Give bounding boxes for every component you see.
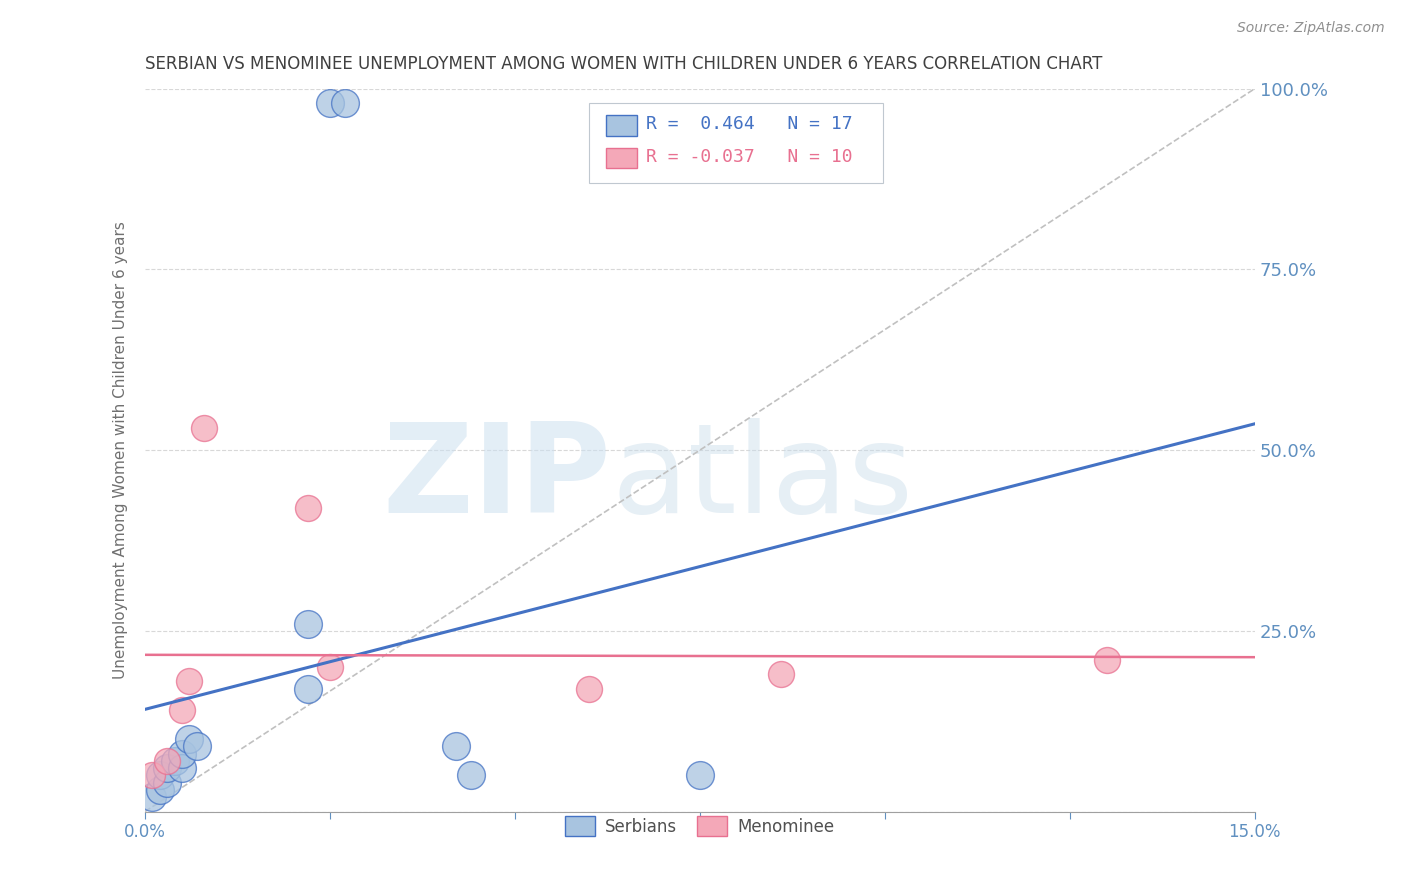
Point bbox=[149, 768, 172, 782]
Text: SERBIAN VS MENOMINEE UNEMPLOYMENT AMONG WOMEN WITH CHILDREN UNDER 6 YEARS CORREL: SERBIAN VS MENOMINEE UNEMPLOYMENT AMONG … bbox=[145, 55, 1102, 73]
FancyBboxPatch shape bbox=[606, 115, 637, 136]
Point bbox=[149, 782, 172, 797]
Point bbox=[689, 768, 711, 782]
Point bbox=[172, 703, 194, 717]
Point bbox=[770, 667, 793, 681]
Legend: Serbians, Menominee: Serbians, Menominee bbox=[558, 809, 841, 843]
Text: R = -0.037   N = 10: R = -0.037 N = 10 bbox=[645, 147, 852, 166]
Point bbox=[319, 660, 342, 674]
Y-axis label: Unemployment Among Women with Children Under 6 years: Unemployment Among Women with Children U… bbox=[114, 221, 128, 679]
Point bbox=[297, 681, 319, 696]
FancyBboxPatch shape bbox=[589, 103, 883, 183]
Point bbox=[156, 775, 179, 789]
Point bbox=[193, 421, 215, 435]
Point bbox=[333, 96, 356, 111]
Point bbox=[444, 739, 467, 754]
Point bbox=[163, 754, 186, 768]
Point bbox=[460, 768, 482, 782]
Point bbox=[141, 790, 163, 805]
Text: Source: ZipAtlas.com: Source: ZipAtlas.com bbox=[1237, 21, 1385, 36]
Text: ZIP: ZIP bbox=[382, 418, 612, 540]
Point bbox=[297, 616, 319, 631]
Text: atlas: atlas bbox=[612, 418, 914, 540]
Point bbox=[172, 761, 194, 775]
Text: R =  0.464   N = 17: R = 0.464 N = 17 bbox=[645, 115, 852, 133]
Point bbox=[141, 768, 163, 782]
Point bbox=[156, 761, 179, 775]
Point bbox=[578, 681, 600, 696]
Point bbox=[156, 754, 179, 768]
Point bbox=[179, 732, 201, 747]
FancyBboxPatch shape bbox=[606, 148, 637, 168]
Point bbox=[186, 739, 208, 754]
Point bbox=[179, 674, 201, 689]
Point bbox=[297, 500, 319, 515]
Point bbox=[1095, 653, 1118, 667]
Point bbox=[172, 747, 194, 761]
Point bbox=[319, 96, 342, 111]
